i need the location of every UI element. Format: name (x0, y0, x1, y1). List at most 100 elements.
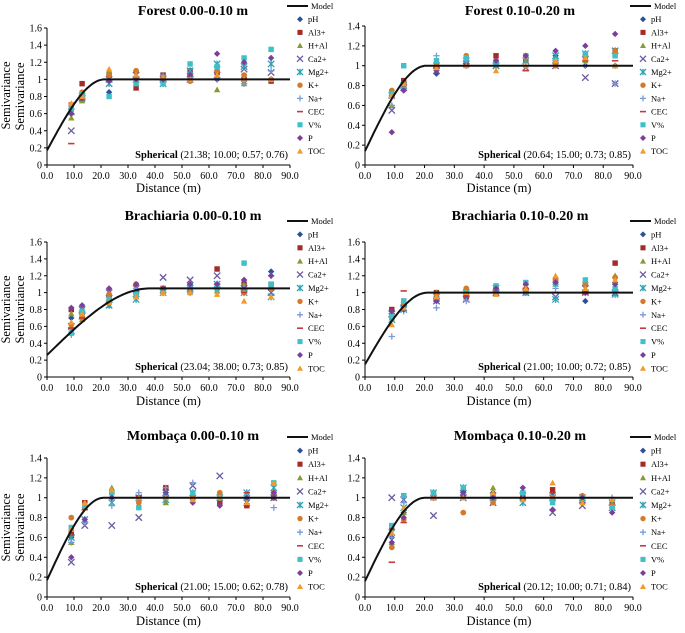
legend-label: Al3+ (651, 459, 669, 469)
data-point (582, 285, 589, 291)
data-point (611, 80, 619, 87)
data-point (433, 293, 440, 300)
data-point (186, 280, 194, 288)
panel-title: Mombaça 0.00-0.10 m (127, 429, 260, 444)
data-point (489, 484, 497, 491)
data-point (159, 289, 167, 296)
data-point (460, 509, 467, 516)
legend-label: Mg2+ (308, 67, 329, 77)
x-tick-label: 30.0 (119, 171, 137, 182)
data-point (106, 291, 112, 298)
legend-label: Ca2+ (308, 486, 327, 496)
legend-marker (296, 487, 304, 495)
legend-marker (640, 148, 646, 154)
x-axis-title: Distance (m) (467, 181, 532, 195)
data-point (582, 297, 589, 305)
x-tick-label: 60.0 (535, 171, 553, 182)
y-tick-label: 0.6 (30, 109, 43, 120)
legend-marker (639, 271, 647, 279)
model-parameters: (23.04; 38.00; 0.73; 0.85) (178, 362, 289, 373)
y-tick-label: 0 (37, 161, 42, 172)
x-tick-label: 0.0 (41, 383, 54, 394)
legend-label: V% (651, 554, 664, 564)
y-tick-label: 0 (355, 593, 360, 604)
data-point (267, 67, 275, 75)
data-point (463, 297, 470, 305)
y-tick-label: 0.2 (30, 573, 43, 584)
data-point (388, 102, 395, 109)
y-tick-label: 0.2 (348, 573, 361, 584)
x-tick-label: 60.0 (535, 383, 553, 394)
data-point (388, 539, 395, 546)
model-name: Spherical (135, 150, 178, 161)
data-point (267, 293, 275, 300)
data-point (388, 106, 396, 115)
data-point (68, 318, 75, 325)
x-tick-label: 10.0 (386, 383, 404, 394)
legend-label: CEC (308, 541, 325, 551)
legend-label: H+Al (651, 41, 671, 51)
legend-label: Ca2+ (308, 270, 327, 280)
legend-marker (297, 311, 303, 318)
y-tick-label: 0.6 (348, 322, 361, 333)
data-point (105, 65, 113, 72)
data-point (267, 60, 275, 68)
data-point (549, 506, 556, 513)
data-point (549, 499, 556, 506)
data-point (133, 80, 139, 87)
data-point (388, 307, 395, 315)
y-tick-label: 1.4 (30, 254, 43, 265)
y-tick-label: 1.6 (30, 238, 43, 249)
data-point (492, 67, 500, 74)
data-point (389, 313, 395, 319)
x-tick-label: 30.0 (446, 171, 464, 182)
data-point (68, 554, 75, 561)
data-point (611, 30, 619, 38)
data-point (388, 494, 396, 502)
legend-marker (640, 231, 646, 238)
x-tick-label: 90.0 (281, 603, 299, 614)
legend: Model pH Al3+ H+Al Ca2+ Mg2+ K+ Na+ CEC V% P TOC (287, 432, 334, 592)
data-point (213, 280, 221, 288)
y-tick-label: 1 (355, 493, 360, 504)
legend-marker (297, 365, 303, 371)
legend-marker (640, 352, 646, 358)
data-point (429, 511, 438, 520)
legend-label: Ca2+ (308, 54, 327, 64)
data-point (244, 502, 250, 509)
data-point (68, 110, 75, 117)
legend-label: H+Al (308, 41, 328, 51)
data-point (213, 50, 221, 57)
data-point (490, 499, 496, 506)
data-point (67, 558, 75, 566)
legend-label: K+ (308, 80, 319, 90)
x-tick-label: 20.0 (416, 171, 434, 182)
legend-marker (297, 231, 303, 238)
data-point (460, 485, 466, 491)
y-tick-label: 0.4 (30, 126, 43, 137)
y-tick-label: 1.2 (348, 271, 361, 282)
data-point (241, 260, 247, 266)
model-curve (364, 291, 633, 365)
model-annotation: Spherical (20.64; 15.00; 0.73; 0.85) (478, 150, 631, 161)
x-tick-label: 0.0 (359, 171, 372, 182)
data-point (186, 289, 194, 296)
y-tick-label: 1.2 (348, 41, 361, 52)
y-tick-label: 1 (355, 288, 360, 299)
data-point (552, 57, 559, 64)
model-name: Spherical (135, 582, 178, 593)
x-tick-label: 30.0 (446, 603, 464, 614)
x-tick-label: 10.0 (386, 603, 404, 614)
y-tick-label: 0.2 (30, 143, 43, 154)
x-tick-label: 80.0 (594, 171, 612, 182)
model-parameters: (20.12; 10.00; 0.71; 0.84) (521, 582, 632, 593)
x-tick-label: 60.0 (200, 383, 218, 394)
data-point (582, 51, 589, 57)
x-tick-label: 50.0 (173, 603, 191, 614)
legend-marker (297, 474, 303, 481)
data-point (187, 61, 193, 67)
y-tick-label: 0.8 (30, 513, 43, 524)
data-point (270, 489, 277, 496)
legend-label: Mg2+ (651, 283, 672, 293)
legend-label: CEC (308, 323, 325, 333)
